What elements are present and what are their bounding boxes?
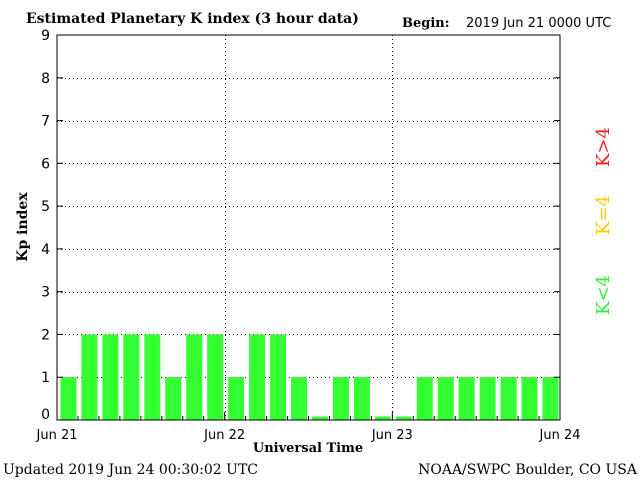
y-tick-label: 6 (41, 156, 50, 172)
bars-group (60, 334, 559, 420)
source-text: NOAA/SWPC Boulder, CO USA (418, 462, 638, 478)
y-tick-label: 0 (41, 407, 50, 423)
y-tick-label: 9 (41, 28, 50, 44)
kp-bar (102, 334, 119, 420)
chart-title: Estimated Planetary K index (3 hour data… (26, 11, 359, 27)
y-tick-label: 2 (41, 327, 50, 343)
kp-bar (81, 334, 98, 420)
x-tick-label: Jun 24 (539, 428, 581, 443)
kp-bar (144, 334, 161, 420)
kp-bar (312, 416, 328, 420)
grid-lines (57, 35, 560, 420)
legend: K<4 K=4 K>4 (593, 127, 614, 315)
kp-bar (249, 334, 266, 420)
kp-bar (500, 377, 517, 420)
kp-bar (270, 334, 287, 420)
kp-bar (207, 334, 224, 420)
y-tick-label: 1 (41, 370, 50, 386)
y-axis-label: Kp index (15, 192, 31, 262)
x-tick-label: Jun 22 (203, 428, 245, 443)
kp-bar (416, 377, 433, 420)
kp-bar (165, 377, 182, 420)
x-axis-label: Universal Time (253, 441, 363, 456)
x-tick-label: Jun 21 (36, 428, 78, 443)
updated-text: Updated 2019 Jun 24 00:30:02 UTC (3, 462, 258, 478)
kp-bar (521, 377, 538, 420)
kp-bar (186, 334, 203, 420)
kp-bar (437, 377, 454, 420)
x-tick-label: Jun 23 (371, 428, 413, 443)
y-tick-label: 5 (41, 199, 50, 215)
kp-bar (228, 377, 245, 420)
kp-bar (332, 377, 349, 420)
y-tick-label: 7 (41, 114, 50, 130)
kp-bar (542, 377, 559, 420)
kp-bar (479, 377, 496, 420)
y-tick-label: 8 (41, 71, 50, 87)
axis-ticks: 0 1 2 3 4 5 6 7 8 9 Jun 21 Jun 22 Jun 23 Jun 24 (36, 28, 581, 443)
y-tick-label: 3 (41, 285, 50, 301)
legend-item: K=4 (593, 195, 614, 235)
kp-bar (291, 377, 307, 420)
begin-value: 2019 Jun 21 0000 UTC (466, 16, 611, 31)
y-tick-label: 4 (41, 242, 50, 258)
kp-bar (458, 377, 475, 420)
legend-item: K>4 (593, 127, 614, 167)
kp-bar (353, 377, 370, 420)
begin-label: Begin: (402, 16, 450, 31)
kp-bar (60, 377, 77, 420)
kp-bar (374, 416, 391, 420)
kp-bar (123, 334, 140, 420)
kp-bar (395, 416, 412, 420)
legend-item: K<4 (593, 275, 614, 315)
